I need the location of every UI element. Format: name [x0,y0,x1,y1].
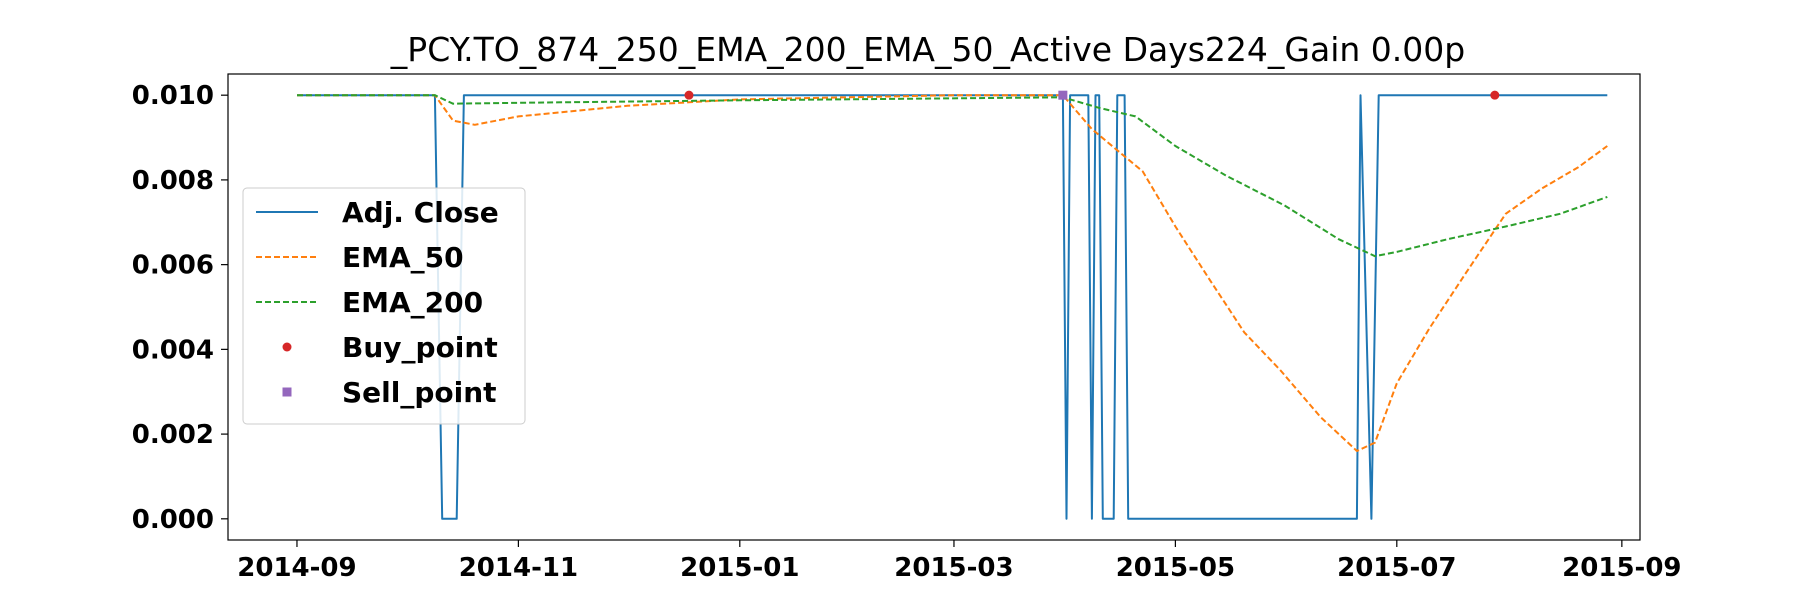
y-tick-label: 0.010 [132,81,214,111]
legend-swatch [282,342,292,352]
sell-point-marker [1058,90,1068,100]
ema-200-line [297,94,1608,258]
legend-box [242,187,526,425]
ema-50-line [297,94,1608,452]
x-tick-label: 2015-09 [1562,553,1681,583]
buy-point-marker [1490,90,1500,100]
legend-item-adj-close: Adj. Close [256,196,499,229]
legend-label: EMA_50 [342,241,464,274]
legend-label: EMA_200 [342,286,483,319]
legend-swatch [282,387,292,397]
legend-label: Buy_point [342,331,498,364]
chart-title: _PCY.TO_874_250_EMA_200_EMA_50_Active Da… [390,30,1465,69]
x-tick-label: 2015-03 [894,553,1013,583]
y-tick-label: 0.004 [132,335,214,365]
series-sell-point [1058,90,1068,100]
y-tick-label: 0.006 [132,251,214,281]
buy-point-marker [684,90,694,100]
x-tick-label: 2014-09 [237,553,356,583]
legend-item-buy-point: Buy_point [282,331,498,364]
series-ema-50 [297,94,1608,452]
x-axis: 2014-09 2014-11 2015-01 2015-03 2015-05 2015-… [237,540,1682,583]
x-tick-label: 2015-07 [1337,553,1456,583]
legend-label: Sell_point [342,376,497,409]
x-tick-label: 2014-11 [459,553,578,583]
legend: Adj. Close EMA_50 EMA_200 Buy_point Sell_poi… [242,187,526,425]
y-axis: 0.000 0.002 0.004 0.006 0.008 0.010 [132,81,228,535]
y-tick-label: 0.002 [132,420,214,450]
legend-item-sell-point: Sell_point [282,376,497,409]
series-buy-point [684,90,1500,100]
x-tick-label: 2015-01 [680,553,799,583]
y-tick-label: 0.008 [132,166,214,196]
legend-item-ema-200: EMA_200 [256,286,483,319]
y-tick-label: 0.000 [132,505,214,535]
series-ema-200 [297,94,1608,258]
plot-frame [227,73,1641,541]
x-tick-label: 2015-05 [1116,553,1235,583]
legend-label: Adj. Close [342,196,499,229]
legend-item-ema-50: EMA_50 [256,241,464,274]
